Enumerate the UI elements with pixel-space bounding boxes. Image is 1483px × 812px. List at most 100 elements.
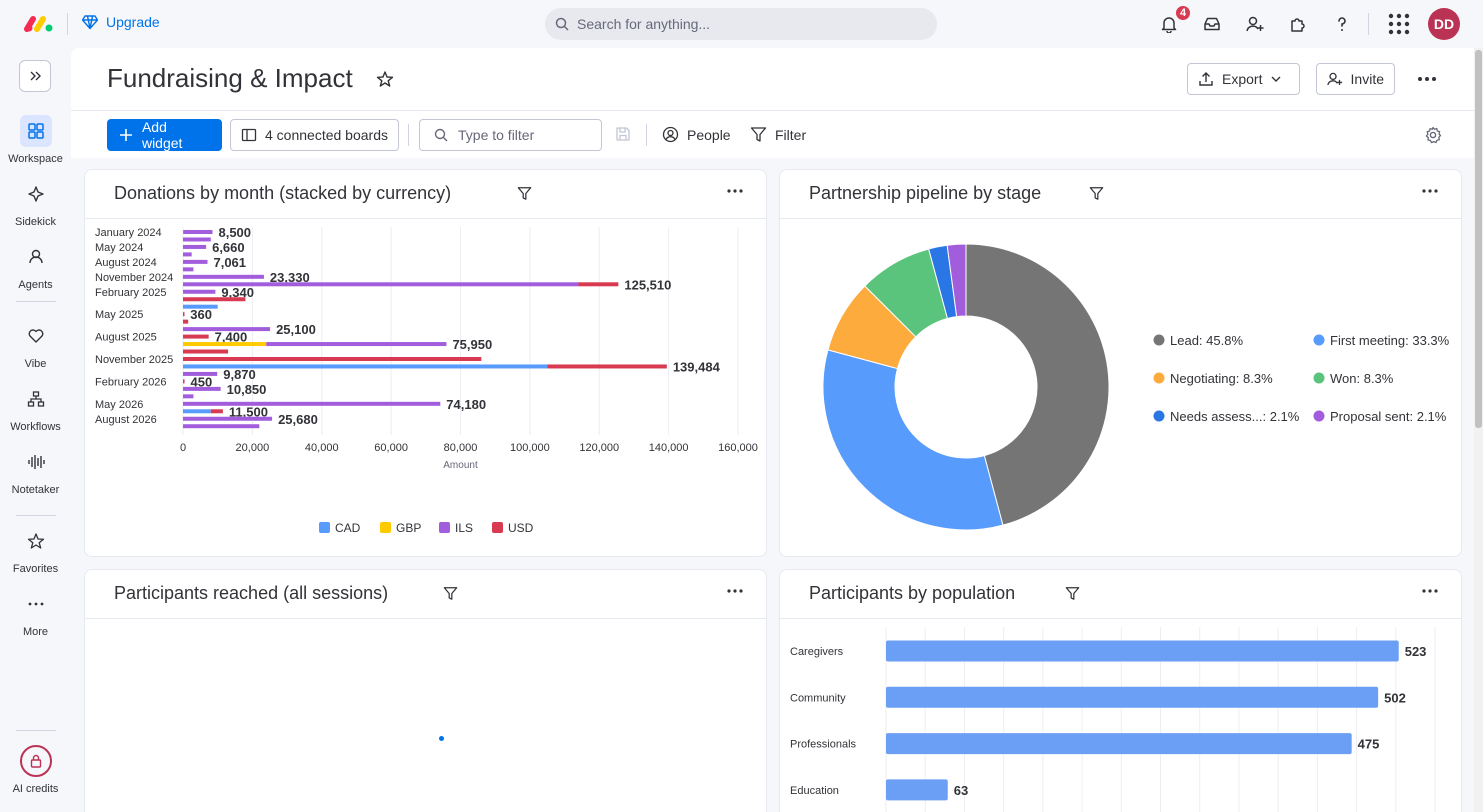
widget-more-icon[interactable]: [1421, 184, 1439, 198]
population-chart: Caregivers 523 Community 502 Professionals 47…: [790, 627, 1436, 812]
widget-more-icon[interactable]: [1421, 584, 1439, 598]
header-divider: [71, 110, 1474, 111]
bar-segment: [578, 282, 619, 287]
page-title: Fundraising & Impact: [107, 63, 353, 93]
bar-value-label: 523: [1405, 644, 1427, 659]
filter-search[interactable]: [419, 119, 602, 151]
more-options-icon[interactable]: [1417, 71, 1437, 87]
page-scrollbar[interactable]: [1474, 48, 1483, 812]
widget-divider: [85, 618, 766, 619]
nav-workflows[interactable]: Workflows: [0, 383, 71, 433]
dashboard-main: Fundraising & Impact Export Invite Add w…: [71, 48, 1474, 812]
monday-logo[interactable]: [24, 13, 54, 33]
expand-sidebar-button[interactable]: [19, 60, 51, 92]
nav-vibe[interactable]: Vibe: [0, 320, 71, 370]
nav-ai-credits[interactable]: AI credits: [0, 745, 71, 795]
widget-filter-icon[interactable]: [1089, 186, 1104, 201]
legend-label: ILS: [455, 521, 473, 535]
legend-swatch: [1313, 372, 1325, 384]
nav-workspace[interactable]: Workspace: [0, 115, 71, 165]
bar-segment: [266, 342, 447, 347]
bar-total-label: 450: [191, 374, 213, 389]
save-icon[interactable]: [615, 126, 631, 142]
x-tick-label: 120,000: [579, 442, 619, 454]
bar-segment: [183, 230, 185, 234]
y-category-label: February 2026: [95, 376, 167, 388]
connected-boards-button[interactable]: 4 connected boards: [230, 119, 399, 151]
puzzle-icon: [1291, 18, 1305, 32]
x-tick-label: 160,000: [718, 442, 758, 454]
y-category-label: November 2025: [95, 354, 173, 366]
legend-swatch: [1153, 372, 1165, 384]
notifications-button[interactable]: [1157, 12, 1181, 36]
bar-total-label: 74,180: [446, 397, 486, 412]
help-button[interactable]: [1330, 12, 1354, 36]
settings-gear-icon[interactable]: [1424, 126, 1442, 144]
avatar[interactable]: DD: [1428, 8, 1460, 40]
favorite-star-icon[interactable]: [376, 70, 394, 88]
invite-button[interactable]: Invite: [1316, 63, 1395, 95]
invite-members-button[interactable]: [1243, 12, 1267, 36]
nav-notetaker[interactable]: Notetaker: [0, 446, 71, 496]
bar-segment: [183, 297, 246, 302]
bar-total-label: 25,680: [278, 412, 318, 427]
bar-segment: [183, 342, 267, 347]
widget-title: Participants reached (all sessions): [114, 583, 389, 603]
bar-total-label: 75,950: [452, 337, 492, 352]
y-category-label: Caregivers: [790, 646, 844, 658]
widget-participants-reached: Participants reached (all sessions): [84, 569, 767, 812]
star-icon: [20, 525, 52, 557]
divider: [16, 515, 56, 516]
filter-input[interactable]: [458, 127, 598, 143]
nav-label: AI credits: [12, 783, 59, 795]
add-widget-button[interactable]: Add widget: [107, 119, 222, 151]
nav-agents[interactable]: Agents: [0, 241, 71, 291]
x-tick-label: 80,000: [444, 442, 478, 454]
bar-value-label: 502: [1384, 690, 1406, 705]
pie-slice: [946, 243, 967, 318]
global-search[interactable]: [545, 8, 937, 40]
nav-more[interactable]: More: [0, 588, 71, 638]
people-label: People: [687, 126, 731, 143]
widget-more-icon[interactable]: [726, 584, 744, 598]
widget-filter-icon[interactable]: [443, 586, 458, 601]
scrollbar-thumb[interactable]: [1475, 50, 1482, 428]
legend-label: Needs assess...: 2.1%: [1170, 409, 1300, 424]
nav-label: Favorites: [12, 563, 59, 575]
bar-segment: [183, 319, 189, 324]
people-filter-button[interactable]: People: [662, 126, 731, 143]
nav-sidekick[interactable]: Sidekick: [0, 178, 71, 228]
nav-favorites[interactable]: Favorites: [0, 525, 71, 575]
legend-swatch: [1313, 410, 1325, 422]
grid-icon: [19, 115, 52, 147]
bar-segment: [183, 327, 271, 332]
filter-button[interactable]: Filter: [750, 126, 806, 143]
widget-filter-icon[interactable]: [1065, 586, 1080, 601]
widget-more-icon[interactable]: [726, 184, 744, 198]
upgrade-button[interactable]: Upgrade: [82, 14, 160, 30]
widget-divider: [780, 618, 1461, 619]
y-category-label: May 2025: [95, 309, 143, 321]
widget-filter-icon[interactable]: [517, 186, 532, 201]
chevron-down-icon: [1271, 76, 1281, 82]
app-switcher-button[interactable]: [1387, 12, 1411, 36]
bar-segment: [183, 304, 218, 309]
bar: [886, 686, 1379, 708]
search-input[interactable]: [577, 16, 897, 32]
legend-label: GBP: [396, 521, 421, 535]
bar-segment: [183, 356, 482, 361]
add-user-icon: [1327, 72, 1343, 86]
inbox-icon: [1204, 17, 1220, 31]
waveform-icon: [20, 446, 52, 478]
x-tick-label: 20,000: [236, 442, 270, 454]
bar-segment: [183, 282, 579, 287]
legend-label: USD: [508, 521, 534, 535]
y-category-label: November 2024: [95, 272, 173, 284]
nav-label: Workspace: [8, 153, 63, 165]
export-button[interactable]: Export: [1187, 63, 1300, 95]
bar-total-label: 8,500: [218, 225, 251, 240]
divider: [67, 13, 68, 35]
apps-button[interactable]: [1286, 12, 1310, 36]
y-category-label: August 2025: [95, 332, 157, 344]
inbox-button[interactable]: [1200, 12, 1224, 36]
